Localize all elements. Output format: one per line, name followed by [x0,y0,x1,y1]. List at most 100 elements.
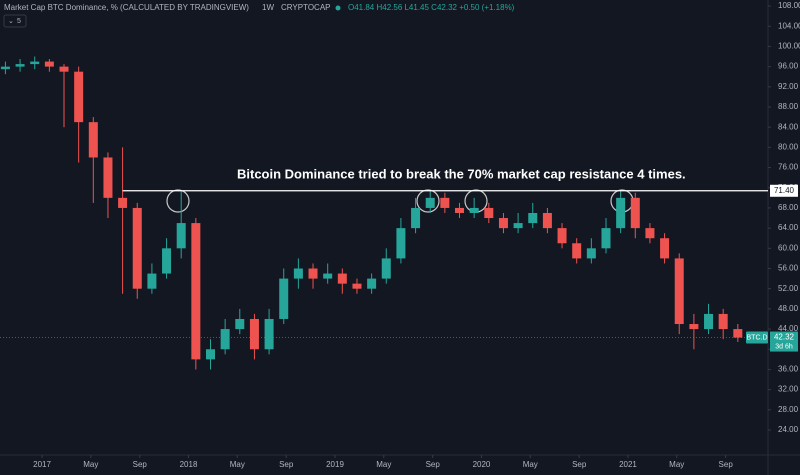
candle-body [484,207,494,219]
candle-body [733,329,743,338]
symbol-label: BTC.D [747,334,768,341]
candle-body [74,71,84,123]
candle-body [616,197,626,229]
y-tick-label: 44.00 [778,324,799,333]
x-tick-label: Sep [279,460,294,469]
countdown-label: 3d 6h [775,343,793,350]
candle-body [469,207,479,213]
candle-body [586,248,596,259]
candle-body [367,278,377,289]
candle-body [352,283,362,289]
candle-body [147,273,157,289]
y-tick-label: 76.00 [778,163,799,172]
candle-body [557,228,567,244]
candle-body [660,238,670,259]
x-tick-label: May [669,460,684,469]
candle-body [498,218,508,229]
resistance-label: 71.40 [774,186,795,195]
candle-body [689,324,699,330]
indicator-count: 5 [17,18,21,25]
candle-body [323,273,333,279]
candle-body [542,212,552,229]
candle-body [162,248,172,274]
x-tick-label: 2018 [180,460,198,469]
candle-body [0,66,10,70]
x-tick-label: 2019 [326,460,344,469]
candle-body [235,318,245,330]
candle-body [88,122,98,158]
candle-body [630,197,640,229]
candle-body [411,207,421,229]
candle-body [718,313,728,330]
candle-body [132,207,142,289]
candle-body [528,212,538,224]
y-tick-label: 108.00 [778,1,800,10]
header-ohlc: O41.84 H42.56 L41.45 C42.32 +0.50 (+1.18… [348,3,515,12]
candle-body [674,258,684,325]
candle-body [455,207,465,213]
candle-body [425,197,435,208]
y-tick-label: 104.00 [778,21,800,30]
x-tick-label: Sep [719,460,734,469]
candle-body [601,228,611,249]
candle-body [308,268,318,279]
candle-body [440,197,450,208]
candle-body [704,313,714,330]
candle-body [30,61,40,65]
candle-body [44,61,54,67]
y-tick-label: 32.00 [778,385,799,394]
resistance-tag [770,184,798,197]
candle-body [279,278,289,319]
x-tick-label: May [230,460,245,469]
indicator-chevron: ⌄ [8,18,14,25]
x-tick-label: Sep [572,460,587,469]
y-tick-label: 80.00 [778,142,799,151]
candle-body [381,258,391,279]
symbol-tag [746,331,768,344]
y-tick-label: 48.00 [778,304,799,313]
y-tick-label: 36.00 [778,365,799,374]
candle-body [645,228,655,239]
x-tick-label: May [523,460,538,469]
candle-body [396,228,406,259]
candle-body [103,157,113,198]
candle-body [337,273,347,284]
y-tick-label: 64.00 [778,223,799,232]
y-tick-label: 96.00 [778,62,799,71]
y-tick-label: 28.00 [778,405,799,414]
candle-body [264,318,274,350]
status-dot [335,5,341,11]
candle-body [191,223,201,360]
candle-body [176,223,186,249]
price-tag [770,331,798,352]
x-tick-label: May [83,460,98,469]
x-tick-label: Sep [133,460,148,469]
annotation: Bitcoin Dominance tried to break the 70%… [237,166,686,181]
y-tick-label: 92.00 [778,82,799,91]
indicator-toggle[interactable] [3,14,27,28]
candle-body [220,329,230,350]
candle-body [118,197,128,208]
y-tick-label: 24.00 [778,425,799,434]
header-title: Market Cap BTC Dominance, % (CALCULATED … [4,3,249,12]
highlight-circle [166,189,190,213]
y-tick-label: 52.00 [778,284,799,293]
candle-body [205,349,215,360]
x-tick-label: May [376,460,391,469]
y-tick-label: 84.00 [778,122,799,131]
y-tick-label: 88.00 [778,102,799,111]
x-tick-label: Sep [426,460,441,469]
y-tick-label: 100.00 [778,42,800,51]
y-tick-label: 60.00 [778,243,799,252]
candle-body [59,66,69,72]
highlight-circle [416,189,440,213]
candle-body [249,318,259,350]
header-exchange: CRYPTOCAP [281,3,331,12]
y-tick-label: 68.00 [778,203,799,212]
candle-body [572,243,582,259]
x-tick-label: 2021 [619,460,637,469]
candle-body [15,64,25,67]
candle-body [513,223,523,229]
